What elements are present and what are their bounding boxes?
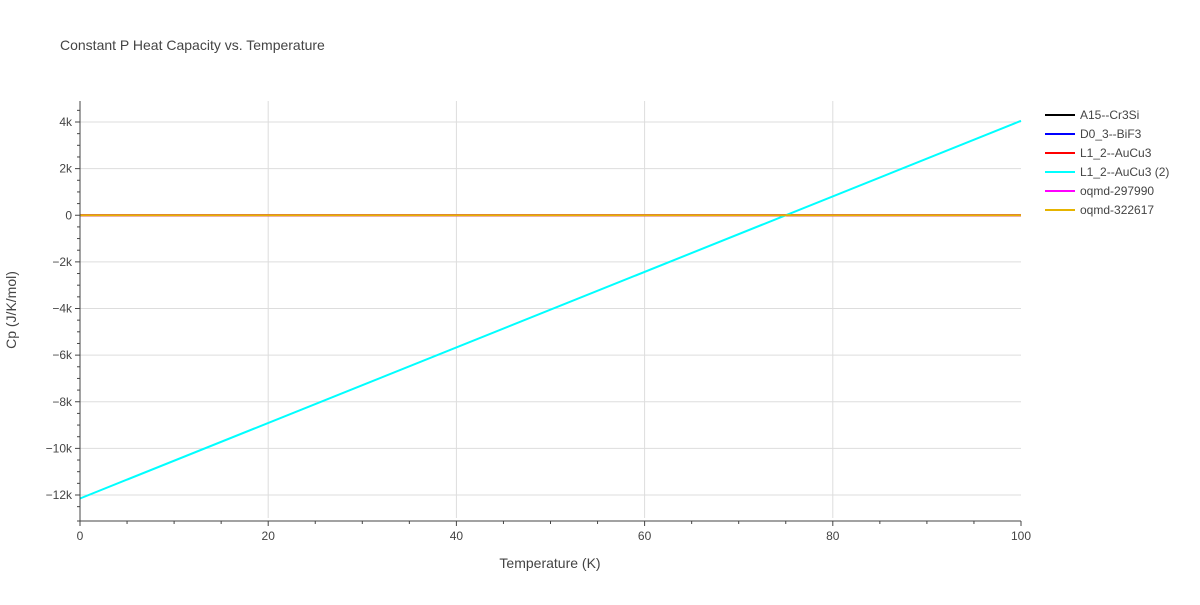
series-layer: [79, 119, 1022, 500]
x-tick-label: 60: [638, 529, 652, 543]
x-tick-label: 20: [262, 529, 276, 543]
y-tick-label: −10k: [46, 441, 73, 455]
y-tick-label: 0: [65, 208, 72, 222]
y-tick-label: −2k: [52, 255, 73, 269]
x-tick-label: 100: [1011, 529, 1031, 543]
y-tick-label: 4k: [59, 115, 73, 129]
legend-label: L1_2--AuCu3: [1080, 146, 1152, 160]
x-tick-label: 40: [450, 529, 464, 543]
legend-label: oqmd-322617: [1080, 203, 1154, 217]
legend-label: D0_3--BiF3: [1080, 127, 1142, 141]
x-tick-label: 80: [826, 529, 840, 543]
legend: A15--Cr3Si D0_3--BiF3 L1_2--AuCu3 L1_2--AuC…: [1045, 108, 1169, 217]
chart-title: Constant P Heat Capacity vs. Temperature: [60, 37, 325, 53]
y-axis-title: Cp (J/K/mol): [3, 271, 19, 349]
x-tick-label: 0: [77, 529, 84, 543]
y-tick-label: 2k: [59, 162, 73, 176]
legend-label: L1_2--AuCu3 (2): [1080, 165, 1169, 179]
x-axis-title: Temperature (K): [499, 555, 600, 571]
legend-label: oqmd-297990: [1080, 184, 1154, 198]
y-tick-label: −6k: [52, 348, 73, 362]
series-line: [79, 119, 1022, 500]
y-tick-label: −12k: [46, 488, 73, 502]
legend-label: A15--Cr3Si: [1080, 108, 1139, 122]
y-tick-label: −8k: [52, 395, 73, 409]
y-tick-label: −4k: [52, 302, 73, 316]
axis-layer: 0 20 40 60 80 100 −12k −10k −8k −6k −4k −2k 0 2k 4k: [46, 101, 1031, 543]
